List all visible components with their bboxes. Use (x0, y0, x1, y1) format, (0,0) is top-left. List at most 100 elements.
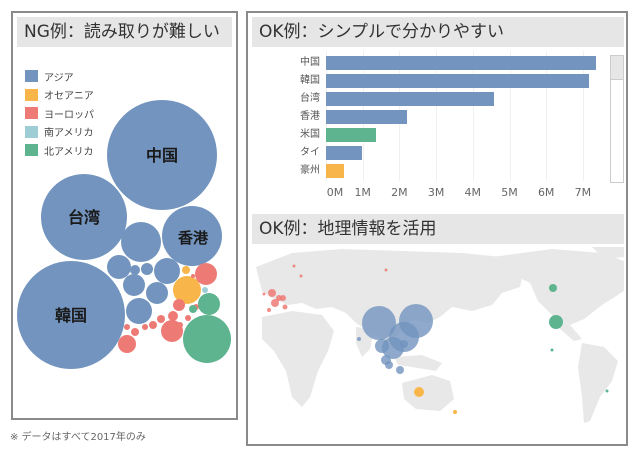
map-marker-australia[interactable] (414, 387, 424, 397)
map-marker[interactable] (400, 340, 408, 348)
bubble[interactable] (182, 266, 190, 274)
bar[interactable] (326, 146, 362, 160)
bubble[interactable] (195, 263, 217, 285)
map-marker[interactable] (396, 366, 404, 374)
asia-markers (357, 304, 433, 374)
map-marker-thailand[interactable] (375, 339, 389, 353)
bar-row-china[interactable]: 中国 (248, 55, 608, 71)
ng-panel-title: NG例：読み取りが難しい (17, 17, 232, 47)
bubble[interactable] (131, 328, 139, 336)
scrollbar-thumb[interactable] (611, 56, 623, 80)
bubble-taiwan[interactable] (41, 174, 127, 260)
legend-item-north-america[interactable]: 北アメリカ (25, 141, 94, 160)
legend-swatch-asia (25, 70, 38, 83)
bubble-canada[interactable] (198, 293, 220, 315)
map-marker[interactable] (271, 299, 279, 307)
legend-swatch-south-america (25, 125, 38, 138)
legend-item-oceania[interactable]: オセアニア (25, 86, 94, 105)
bubble[interactable] (118, 335, 136, 353)
bubble[interactable] (168, 311, 178, 321)
africa-shape (262, 311, 334, 407)
bubble-china[interactable] (107, 100, 217, 210)
legend-item-south-america[interactable]: 南アメリカ (25, 123, 94, 142)
map-marker[interactable] (292, 264, 296, 268)
world-map[interactable] (252, 247, 624, 441)
bubble[interactable] (157, 315, 165, 323)
map-marker[interactable] (384, 268, 388, 272)
x-tick: 6M (537, 186, 555, 199)
bubble[interactable] (121, 222, 161, 262)
map-marker[interactable] (262, 292, 266, 296)
bar[interactable] (326, 74, 589, 88)
map-marker[interactable] (280, 295, 286, 301)
australia-shape (402, 375, 454, 411)
map-marker[interactable] (268, 289, 276, 297)
bubble[interactable] (142, 324, 148, 330)
bubble[interactable] (124, 324, 130, 330)
map-marker-brazil[interactable] (605, 389, 609, 393)
bubble-label-taiwan: 台湾 (68, 208, 100, 227)
map-marker-mexico[interactable] (550, 348, 554, 352)
eurasia-shape (256, 249, 524, 343)
bubble[interactable] (123, 274, 145, 296)
map-marker[interactable] (357, 337, 361, 341)
map-marker[interactable] (282, 304, 288, 310)
bar[interactable] (326, 110, 407, 124)
bar-row-hongkong[interactable]: 香港 (248, 109, 608, 125)
bubble[interactable] (202, 287, 208, 293)
map-marker-new-zealand[interactable] (453, 410, 457, 414)
bar-label: 台湾 (300, 93, 320, 104)
bar[interactable] (326, 164, 344, 178)
bubble-korea[interactable] (17, 261, 125, 369)
bubble[interactable] (191, 274, 195, 278)
bar-row-thailand[interactable]: タイ (248, 145, 608, 161)
map-marker[interactable] (299, 274, 303, 278)
bubble-hongkong[interactable] (162, 206, 222, 266)
south-america-markers (605, 389, 609, 393)
map-marker-china[interactable] (362, 306, 396, 340)
bubble[interactable] (126, 298, 152, 324)
x-tick: 4M (464, 186, 482, 199)
legend-item-asia[interactable]: アジア (25, 67, 94, 86)
legend-item-europe[interactable]: ヨーロッパ (25, 104, 94, 123)
bubble[interactable] (130, 265, 140, 275)
bubble[interactable] (173, 299, 185, 311)
map-marker[interactable] (385, 361, 393, 369)
gridline (582, 51, 584, 181)
bar-chart-title: OK例：シンプルで分かりやすい (252, 17, 624, 47)
bubble[interactable] (141, 263, 153, 275)
bubble[interactable] (107, 255, 131, 279)
bubble-australia[interactable] (173, 276, 201, 304)
region-legend: アジア オセアニア ヨーロッパ 南アメリカ 北アメリカ (25, 67, 94, 160)
bar-label: 中国 (300, 57, 320, 68)
bubble-usa[interactable] (183, 315, 231, 363)
bar-row-australia[interactable]: 豪州 (248, 163, 608, 179)
map-marker-canada[interactable] (549, 284, 557, 292)
bubble[interactable] (154, 258, 180, 284)
bar[interactable] (326, 56, 596, 70)
bar-row-usa[interactable]: 米国 (248, 127, 608, 143)
bar[interactable] (326, 128, 376, 142)
south-america-shape (578, 343, 618, 423)
bar-row-taiwan[interactable]: 台湾 (248, 91, 608, 107)
bubble[interactable] (173, 264, 179, 270)
bar-label: 香港 (300, 111, 320, 122)
gridline (436, 51, 438, 181)
x-tick: 5M (501, 186, 518, 199)
legend-label: 北アメリカ (44, 146, 94, 158)
map-marker[interactable] (267, 308, 271, 312)
bubble[interactable] (149, 321, 157, 329)
bar-row-korea[interactable]: 韓国 (248, 73, 608, 89)
bubble-label-hongkong: 香港 (178, 229, 209, 247)
bubble[interactable] (189, 305, 197, 313)
x-tick: 0M (326, 186, 344, 199)
bubble[interactable] (177, 322, 183, 328)
map-marker-usa[interactable] (549, 315, 563, 329)
legend-swatch-oceania (25, 88, 38, 101)
ok-example-panel: OK例：シンプルで分かりやすい 中国 韓国 台湾 香港 米国 (246, 11, 628, 446)
vertical-scrollbar[interactable] (610, 55, 624, 183)
bubble[interactable] (185, 315, 191, 321)
europe-markers (262, 264, 388, 312)
bar[interactable] (326, 92, 494, 106)
bubble[interactable] (146, 282, 168, 304)
